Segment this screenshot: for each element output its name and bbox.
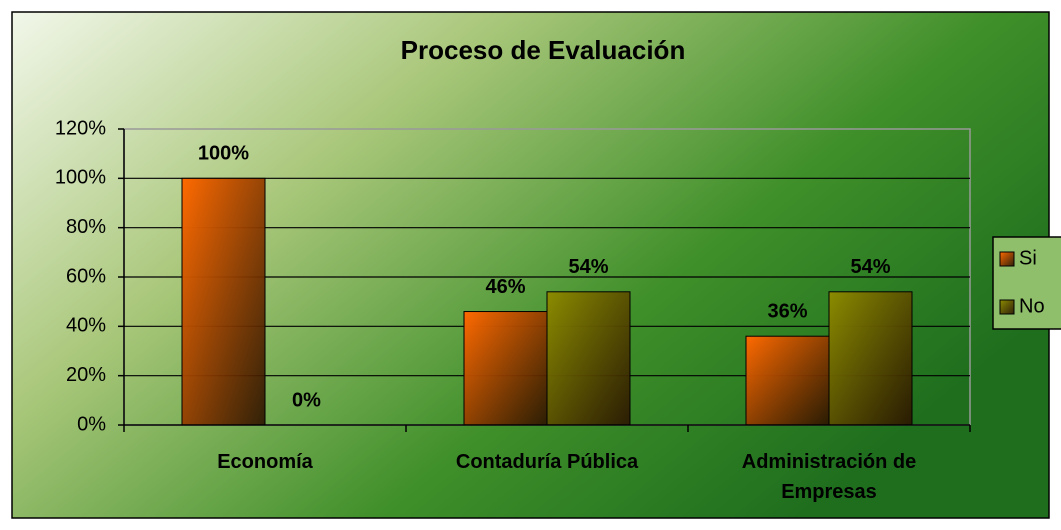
bar	[828, 291, 913, 426]
data-label: 100%	[198, 143, 249, 165]
data-label: 36%	[767, 300, 807, 322]
data-label: 54%	[850, 256, 890, 278]
y-tick-label: 100%	[55, 167, 106, 189]
bar	[546, 291, 631, 426]
x-tick-label: Administración de Empresas	[741, 451, 917, 503]
data-label: 46%	[485, 276, 525, 298]
chart-title: Proceso de Evaluación	[401, 35, 686, 65]
bar	[181, 177, 266, 426]
data-label: 0%	[292, 389, 321, 411]
y-tick-label: 120%	[55, 117, 106, 139]
legend-swatch	[999, 251, 1015, 267]
bar	[745, 335, 830, 426]
y-tick-label: 0%	[77, 413, 106, 435]
x-tick-label: Economía	[217, 451, 313, 473]
y-tick-label: 60%	[66, 265, 106, 287]
x-tick-label: Contaduría Pública	[455, 451, 639, 473]
y-tick-label: 80%	[66, 216, 106, 238]
legend-swatch	[999, 299, 1015, 315]
y-tick-label: 40%	[66, 315, 106, 337]
y-tick-label: 20%	[66, 364, 106, 386]
legend-label: No	[1019, 295, 1045, 317]
chart-area	[11, 11, 1050, 519]
bar	[463, 311, 548, 426]
legend-label: Si	[1019, 247, 1037, 269]
data-label: 54%	[568, 256, 608, 278]
